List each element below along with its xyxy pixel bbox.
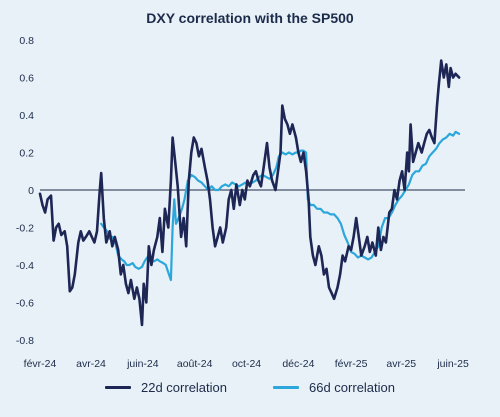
legend-label-22d: 22d correlation	[141, 380, 227, 395]
x-tick-label: juin-25	[436, 358, 469, 370]
y-tick-label: 0	[28, 185, 34, 197]
legend-item-22d: 22d correlation	[105, 380, 227, 395]
x-tick-label: août-24	[177, 358, 213, 370]
y-tick-label: -0.4	[16, 260, 34, 272]
y-tick-label: 0.4	[19, 110, 34, 122]
x-tick-label: avr-25	[386, 358, 416, 370]
series-line-66d	[100, 130, 461, 282]
y-tick-label: 0.6	[19, 73, 34, 85]
y-tick-label: -0.8	[16, 335, 34, 347]
x-tick-label: févr-25	[335, 358, 368, 370]
x-tick-label: juin-24	[126, 358, 159, 370]
y-tick-label: 0.8	[19, 35, 34, 47]
legend-swatch-22d	[105, 386, 131, 389]
y-tick-label: 0.2	[19, 148, 34, 160]
y-tick-label: -0.6	[16, 298, 34, 310]
legend-item-66d: 66d correlation	[273, 380, 395, 395]
x-tick-label: déc-24	[282, 358, 314, 370]
series-line-22d	[38, 59, 461, 327]
x-tick-label: févr-24	[24, 358, 57, 370]
x-tick-label: oct-24	[232, 358, 261, 370]
legend-label-66d: 66d correlation	[309, 380, 395, 395]
legend: 22d correlation 66d correlation	[0, 380, 500, 395]
chart-title: DXY correlation with the SP500	[146, 10, 354, 26]
x-tick-label: avr-24	[76, 358, 106, 370]
y-tick-label: -0.2	[16, 223, 34, 235]
legend-swatch-66d	[273, 386, 299, 389]
